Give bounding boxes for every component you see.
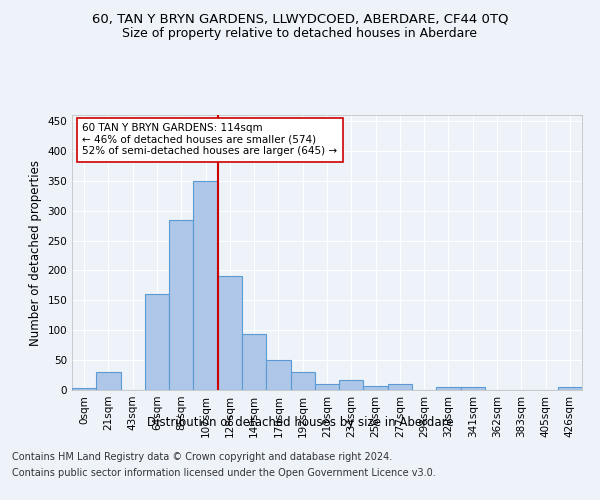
- Text: Contains public sector information licensed under the Open Government Licence v3: Contains public sector information licen…: [12, 468, 436, 477]
- Text: Size of property relative to detached houses in Aberdare: Size of property relative to detached ho…: [122, 28, 478, 40]
- Bar: [290, 372, 315, 390]
- Bar: [436, 387, 461, 390]
- Y-axis label: Number of detached properties: Number of detached properties: [29, 160, 42, 346]
- Bar: [461, 387, 485, 390]
- Bar: [96, 372, 121, 390]
- Bar: [315, 384, 339, 390]
- Text: Contains HM Land Registry data © Crown copyright and database right 2024.: Contains HM Land Registry data © Crown c…: [12, 452, 392, 462]
- Text: 60 TAN Y BRYN GARDENS: 114sqm
← 46% of detached houses are smaller (574)
52% of : 60 TAN Y BRYN GARDENS: 114sqm ← 46% of d…: [82, 123, 337, 156]
- Bar: [193, 181, 218, 390]
- Bar: [145, 294, 169, 390]
- Bar: [266, 360, 290, 390]
- Bar: [558, 387, 582, 390]
- Bar: [169, 220, 193, 390]
- Text: Distribution of detached houses by size in Aberdare: Distribution of detached houses by size …: [146, 416, 454, 429]
- Bar: [339, 380, 364, 390]
- Bar: [364, 386, 388, 390]
- Bar: [242, 334, 266, 390]
- Bar: [72, 388, 96, 390]
- Bar: [388, 384, 412, 390]
- Text: 60, TAN Y BRYN GARDENS, LLWYDCOED, ABERDARE, CF44 0TQ: 60, TAN Y BRYN GARDENS, LLWYDCOED, ABERD…: [92, 12, 508, 26]
- Bar: [218, 276, 242, 390]
